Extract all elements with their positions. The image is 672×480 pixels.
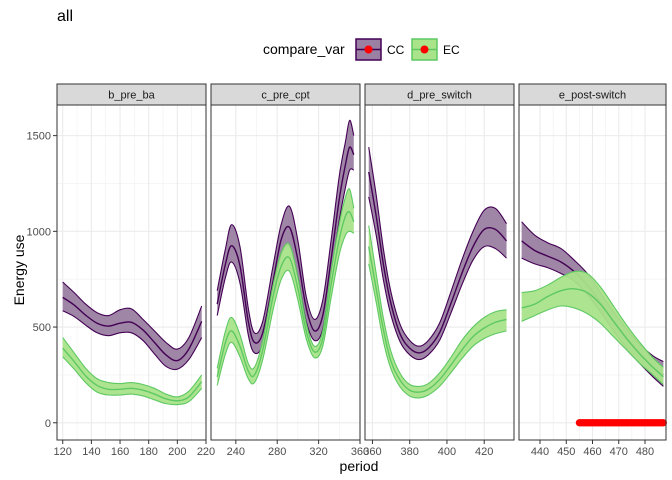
x-tick-label: 140 <box>82 446 100 458</box>
x-tick-label: 280 <box>268 446 286 458</box>
x-tick-label: 470 <box>610 446 628 458</box>
facet-b_pre_ba: b_pre_ba 120 140 160 180 200 220 0 500 1000 1500 <box>27 83 215 458</box>
x-tick-label: 400 <box>438 446 456 458</box>
x-tick-label: 180 <box>140 446 158 458</box>
facet-panels: b_pre_ba 120 140 160 180 200 220 0 500 1000 1500 c_… <box>27 83 667 458</box>
facet-panel-border <box>56 104 207 441</box>
legend-key-ec: EC <box>411 38 460 61</box>
ribbon-cc <box>62 282 202 370</box>
facet-d_pre_switch: d_pre_switch 360 380 400 420 <box>363 83 515 458</box>
legend-key-cc: CC <box>355 38 405 61</box>
fit-line-ec <box>216 211 355 378</box>
ribbon-cc <box>217 120 354 354</box>
y-tick-label: 500 <box>33 322 51 334</box>
legend-label-ec: EC <box>443 43 460 57</box>
legend-point-ec <box>420 45 429 54</box>
upper-bound-line-ec <box>216 188 355 370</box>
upper-bound-line-cc <box>368 147 508 347</box>
x-tick-label: 360 <box>351 446 369 458</box>
y-axis-label: Energy use <box>11 234 27 305</box>
x-tick-label: 160 <box>111 446 129 458</box>
x-tick-label: 220 <box>197 446 215 458</box>
fit-line-ec <box>368 246 507 393</box>
fit-line-cc <box>368 171 508 354</box>
lower-bound-line-cc <box>368 196 507 361</box>
upper-bound-line-cc <box>62 281 203 350</box>
upper-bound-line-ec <box>62 337 203 398</box>
ribbon-ec <box>521 271 664 385</box>
y-tick-label: 1000 <box>27 226 51 238</box>
chart-title: all <box>57 8 73 25</box>
x-tick-label: 450 <box>557 446 575 458</box>
y-tick-label: 0 <box>45 418 51 430</box>
x-tick-label: 240 <box>227 446 245 458</box>
legend: compare_var CC EC <box>263 38 460 61</box>
lower-bound-line-ec <box>216 230 355 386</box>
x-tick-label: 120 <box>54 446 72 458</box>
ribbon-ec <box>62 337 202 405</box>
legend-label-cc: CC <box>387 43 405 57</box>
x-tick-label: 320 <box>309 446 327 458</box>
legend-point-cc <box>364 45 373 54</box>
lower-bound-line-ec <box>368 263 507 399</box>
fit-line-ec <box>521 288 664 378</box>
facet-panel-border <box>364 104 515 441</box>
facet-panel-border <box>210 104 361 441</box>
lower-bound-line-ec <box>521 305 664 385</box>
facet-strip-label: b_pre_ba <box>108 90 155 102</box>
lower-bound-line-ec <box>62 356 203 406</box>
fit-line-ec <box>62 347 203 402</box>
facet-strip-label: d_pre_switch <box>407 90 472 102</box>
data-point <box>659 419 667 427</box>
upper-bound-line-ec <box>521 270 664 368</box>
x-tick-label: 460 <box>583 446 601 458</box>
x-tick-label: 480 <box>636 446 654 458</box>
legend-title: compare_var <box>263 41 345 57</box>
facet-strip-label: c_pre_cpt <box>261 90 309 102</box>
facet-e_post-switch: e_post-switch 440 450 460 470 480 <box>518 83 667 458</box>
x-tick-label: 360 <box>363 446 381 458</box>
lower-bound-line-cc <box>62 310 203 371</box>
upper-bound-line-ec <box>368 225 507 388</box>
facet-c_pre_cpt: c_pre_cpt 240 280 320 360 <box>210 83 369 458</box>
facet-strip-label: e_post-switch <box>559 90 626 102</box>
x-tick-label: 440 <box>531 446 549 458</box>
x-tick-label: 380 <box>401 446 419 458</box>
x-tick-label: 420 <box>475 446 493 458</box>
y-tick-label: 1500 <box>27 131 51 143</box>
x-axis-label: period <box>340 458 379 474</box>
upper-bound-line-cc <box>216 119 355 335</box>
x-tick-label: 200 <box>168 446 186 458</box>
fit-line-cc <box>216 146 355 344</box>
fit-line-cc <box>62 296 203 362</box>
